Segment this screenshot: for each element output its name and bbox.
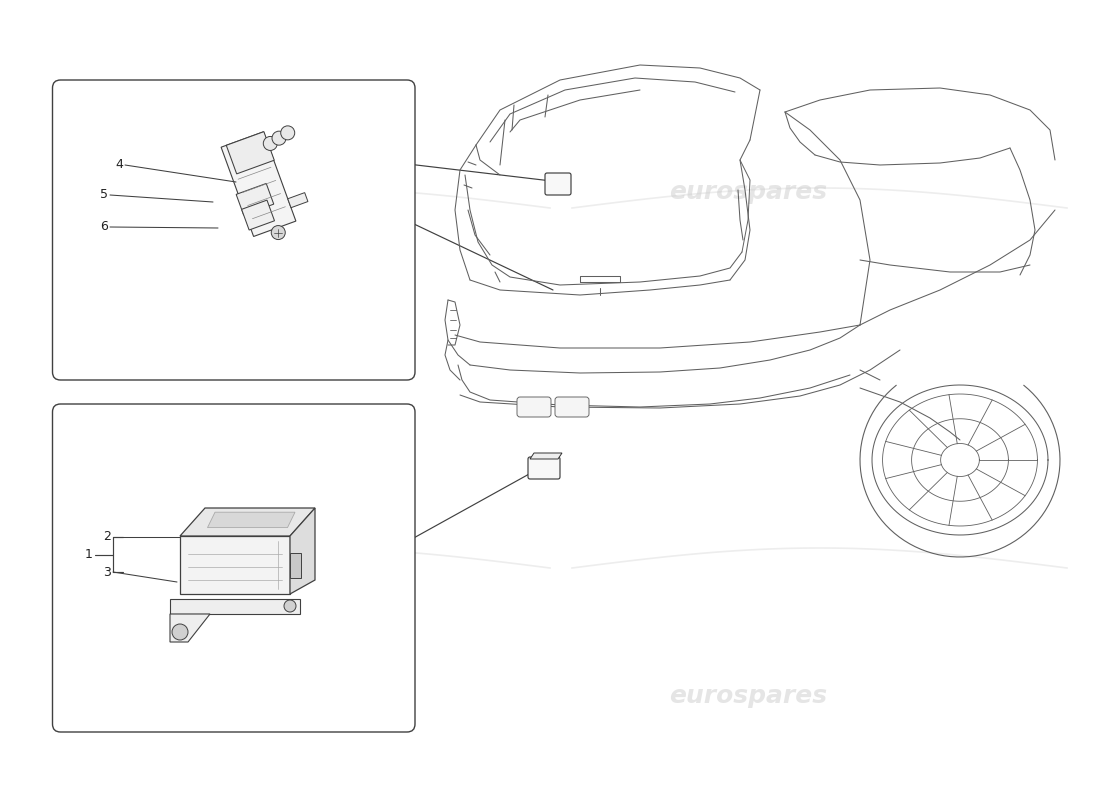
Polygon shape [242,200,275,230]
FancyBboxPatch shape [544,173,571,195]
Circle shape [172,624,188,640]
Polygon shape [208,512,295,528]
Text: 4: 4 [116,158,123,171]
FancyBboxPatch shape [556,397,588,417]
FancyBboxPatch shape [517,397,551,417]
Circle shape [263,137,277,150]
Text: eurospares: eurospares [152,576,310,600]
FancyBboxPatch shape [53,80,415,380]
Polygon shape [290,553,300,578]
Polygon shape [236,183,274,215]
Circle shape [272,131,286,145]
Polygon shape [170,599,300,614]
Circle shape [280,126,295,140]
FancyBboxPatch shape [528,457,560,479]
Circle shape [284,600,296,612]
Text: 6: 6 [100,221,108,234]
Polygon shape [221,132,296,237]
Text: 2: 2 [103,530,111,543]
Polygon shape [170,614,210,642]
Text: 3: 3 [103,566,111,578]
Circle shape [272,226,285,239]
Text: eurospares: eurospares [669,180,827,204]
Polygon shape [530,453,562,459]
Polygon shape [180,508,315,536]
Text: eurospares: eurospares [669,684,827,708]
Polygon shape [290,508,315,594]
Text: 1: 1 [85,549,92,562]
Text: eurospares: eurospares [152,180,310,204]
Text: 5: 5 [100,189,108,202]
Polygon shape [227,132,274,174]
Polygon shape [288,193,308,208]
FancyBboxPatch shape [53,404,415,732]
Polygon shape [180,536,290,594]
